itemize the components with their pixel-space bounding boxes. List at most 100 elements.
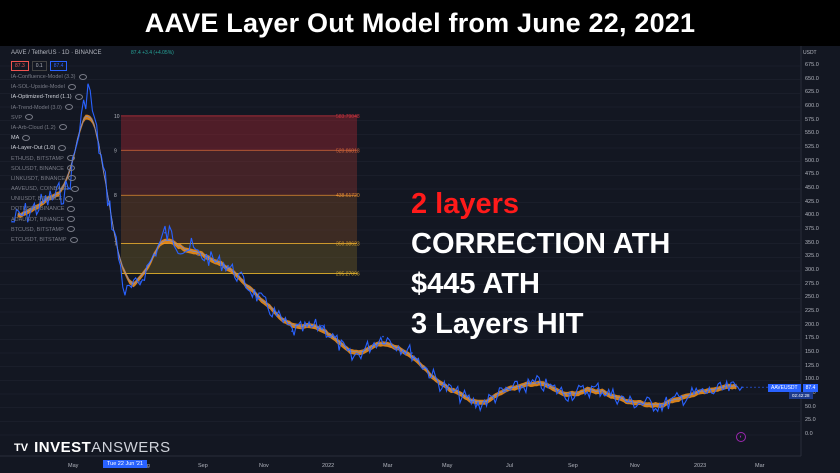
- indicator-label: IA-Arb-Cloud (1.2): [11, 124, 56, 131]
- visibility-eye-icon[interactable]: [67, 205, 76, 212]
- data-point: [661, 404, 663, 406]
- indicator-item[interactable]: IA-SOL-Upside-Model: [11, 82, 87, 92]
- indicator-label: UNIUSDT, BINANCE: [11, 196, 63, 203]
- y-tick-label: 525.0: [805, 144, 819, 150]
- visibility-eye-icon[interactable]: [58, 124, 67, 131]
- currency-label[interactable]: USDT: [803, 50, 817, 56]
- y-tick-label: 50.0: [805, 403, 816, 410]
- y-tick-label: 175.0: [805, 335, 819, 342]
- visibility-eye-icon[interactable]: [65, 195, 74, 202]
- price-tag-value: 87.4: [802, 384, 819, 392]
- title-bar: AAVE Layer Out Model from June 22, 2021: [0, 0, 840, 46]
- indicator-label: ETCUSDT, BITSTAMP: [11, 237, 67, 243]
- indicator-item[interactable]: ADAUSDT, BINANCE: [11, 215, 87, 225]
- indicator-label: BTCUSD, BITSTAMP: [11, 226, 64, 233]
- indicator-label: ETHUSD, BITSTAMP: [11, 155, 64, 162]
- y-tick-label: 0.0: [805, 431, 813, 437]
- data-point: [477, 404, 479, 406]
- y-axis[interactable]: 675.0 650.0 625.0 600.0 575.0 550.0 525.0 500.0…: [803, 46, 840, 473]
- sell-price-chip[interactable]: 87.3: [11, 61, 29, 71]
- ticker-label[interactable]: AAVE / TetherUS · 1D · BINANCE: [11, 50, 102, 56]
- page-title: AAVE Layer Out Model from June 22, 2021: [144, 7, 696, 38]
- data-point: [197, 253, 199, 256]
- visibility-eye-icon[interactable]: [66, 155, 75, 162]
- visibility-eye-icon[interactable]: [64, 104, 73, 111]
- layer-number-label: 9: [114, 148, 117, 154]
- visibility-eye-icon[interactable]: [71, 185, 80, 192]
- data-point: [124, 292, 126, 294]
- indicator-label: IA-SOL-Upside-Model: [11, 84, 65, 91]
- indicator-label: SVP: [11, 114, 23, 121]
- visibility-eye-icon[interactable]: [74, 93, 83, 100]
- event-marker-icon[interactable]: ◐: [736, 432, 746, 442]
- indicator-label: MA: [11, 135, 20, 142]
- data-point: [67, 188, 69, 190]
- y-tick-label: 300.0: [805, 267, 819, 273]
- indicator-item[interactable]: ETHUSD, BITSTAMP: [11, 154, 87, 164]
- indicator-item[interactable]: MA: [11, 133, 87, 143]
- data-point: [321, 324, 323, 327]
- visibility-eye-icon[interactable]: [66, 226, 75, 233]
- y-tick-label: 100.0: [805, 376, 819, 383]
- layer-value-label: 295.27096: [336, 272, 360, 278]
- visibility-eye-icon[interactable]: [68, 175, 77, 182]
- indicator-item[interactable]: SOLUSDT, BINANCE: [11, 164, 87, 174]
- price-line: [11, 83, 743, 413]
- data-point: [382, 335, 384, 338]
- price-tag-symbol: AAVEUSDT: [768, 384, 801, 392]
- indicator-item[interactable]: SVP: [11, 113, 87, 123]
- visibility-eye-icon[interactable]: [69, 236, 78, 243]
- y-tick-label: 550.0: [805, 130, 819, 137]
- tradingview-logo-icon: TV: [14, 441, 29, 454]
- y-tick-label: 400.0: [805, 212, 819, 219]
- indicator-item[interactable]: IA-Layer-Out (1.0): [11, 143, 87, 153]
- indicator-item[interactable]: ETCUSDT, BITSTAMP: [11, 235, 87, 245]
- layer-zone: [121, 115, 357, 151]
- y-tick-label: 375.0: [805, 226, 819, 232]
- x-tick-label: May: [68, 463, 79, 469]
- layer-zone: [121, 150, 357, 196]
- y-tick-label: 125.0: [805, 362, 819, 369]
- visibility-eye-icon[interactable]: [67, 216, 76, 223]
- buy-price-chip[interactable]: 87.4: [49, 61, 68, 71]
- investanswers-logo: INVESTANSWERS: [34, 439, 171, 456]
- visibility-eye-icon[interactable]: [25, 114, 34, 121]
- indicator-item[interactable]: LINKUSDT, BINANCE: [11, 174, 87, 184]
- price-chart[interactable]: 583.79048 10 520.86818 9 438.61720 8 350.38623…: [0, 46, 840, 473]
- trend-line: [17, 116, 737, 406]
- y-tick-label: 350.0: [805, 239, 819, 246]
- y-tick-label: 600.0: [805, 103, 819, 109]
- x-tick-label: 2022: [322, 463, 335, 469]
- y-tick-label: 150.0: [805, 349, 819, 355]
- indicator-item[interactable]: IA-Confluence-Model (3.3): [11, 72, 87, 82]
- x-tick-label: 2023: [694, 463, 707, 469]
- visibility-eye-icon[interactable]: [22, 134, 31, 141]
- indicator-item[interactable]: IA-Trend-Model (3.0): [11, 103, 87, 113]
- indicator-item[interactable]: IA-Arb-Cloud (1.2): [11, 123, 87, 133]
- layer-value-label: 520.86818: [336, 148, 360, 154]
- visibility-eye-icon[interactable]: [66, 165, 75, 172]
- data-point: [351, 357, 353, 360]
- indicator-item[interactable]: AAVEUSD, COINBASE: [11, 184, 87, 194]
- indicator-label: LINKUSDT, BINANCE: [11, 175, 66, 182]
- visibility-eye-icon[interactable]: [78, 73, 87, 80]
- x-tick-label: Jul: [506, 463, 514, 469]
- layer-zone: [121, 243, 357, 274]
- indicator-label: IA-Trend-Model (3.0): [11, 104, 62, 111]
- indicator-label: DOTUSDT, BINANCE: [11, 206, 65, 213]
- data-point: [411, 352, 413, 354]
- layer-value-label: 350.38623: [336, 241, 360, 247]
- chart-panel[interactable]: 583.79048 10 520.86818 9 438.61720 8 350.38623…: [0, 46, 840, 473]
- indicator-label: ADAUSDT, BINANCE: [11, 216, 65, 223]
- indicator-item[interactable]: UNIUSDT, BINANCE: [11, 194, 87, 204]
- indicator-item[interactable]: DOTUSDT, BINANCE: [11, 204, 87, 214]
- visibility-eye-icon[interactable]: [67, 83, 76, 90]
- indicator-label: IA-Optimized-Trend (1.1): [11, 94, 72, 101]
- indicator-item[interactable]: IA-Optimized-Trend (1.1): [11, 92, 87, 102]
- visibility-eye-icon[interactable]: [58, 144, 67, 151]
- x-axis[interactable]: MayAugSepNov2022MarMayJulSepNov2023Mar: [0, 461, 800, 473]
- y-tick-label: 250.0: [805, 294, 819, 301]
- data-point: [597, 387, 599, 390]
- indicator-item[interactable]: BTCUSD, BITSTAMP: [11, 225, 87, 235]
- price-change: 87.4 +3.4 (+4.05%): [131, 50, 174, 56]
